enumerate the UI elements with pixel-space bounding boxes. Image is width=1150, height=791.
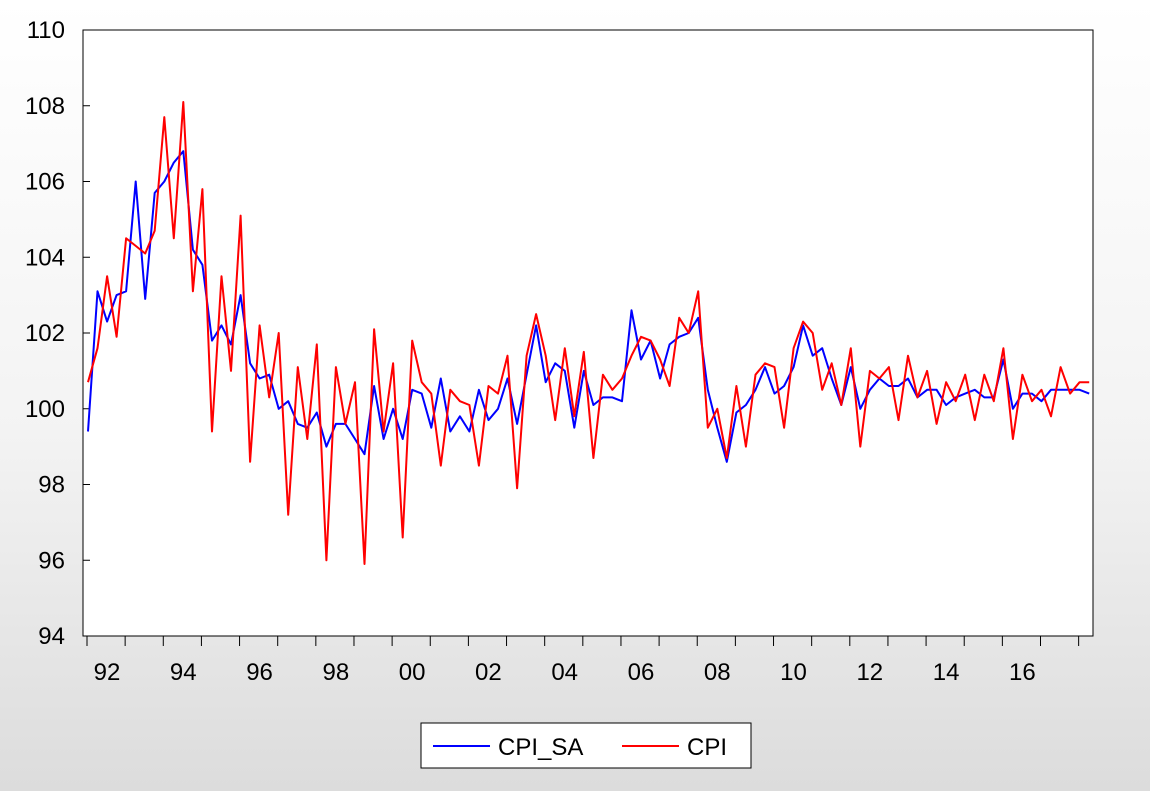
series-line-cpi	[87, 101, 1090, 565]
y-tick-label: 98	[38, 472, 65, 499]
x-axis: 92 94 96 98 00 02 04 06 08 10 12 14 16	[86, 636, 1080, 686]
x-tick-label: 10	[780, 659, 807, 686]
y-axis: 94 96 98 100 102 104 106 108 110	[25, 17, 90, 650]
y-tick-label: 100	[25, 396, 65, 423]
x-tick-label: 16	[1009, 659, 1036, 686]
y-tick-label: 110	[27, 17, 65, 44]
x-tick-label: 12	[856, 659, 883, 686]
x-tick-label: 98	[322, 659, 349, 686]
y-tick-label: 96	[38, 547, 65, 574]
legend: CPI_SA CPI	[420, 722, 752, 769]
y-tick-label: 108	[25, 93, 65, 120]
x-tick-label: 00	[399, 659, 426, 686]
legend-label-cpi: CPI	[687, 734, 727, 761]
x-tick-label: 02	[475, 659, 502, 686]
x-tick-label: 04	[551, 659, 578, 686]
x-tick-label: 08	[704, 659, 731, 686]
legend-label-cpi-sa: CPI_SA	[498, 734, 583, 761]
x-tick-label: 96	[246, 659, 273, 686]
y-tick-label: 106	[25, 169, 65, 196]
x-tick-label: 92	[94, 659, 121, 686]
x-tick-label: 06	[628, 659, 655, 686]
series-line-cpi-sa	[87, 150, 1090, 463]
x-tick-label: 94	[170, 659, 197, 686]
x-tick-label: 14	[933, 659, 960, 686]
series-lines	[87, 101, 1090, 565]
y-tick-label: 94	[38, 623, 65, 650]
plot-area	[82, 29, 1094, 637]
y-tick-label: 104	[25, 244, 65, 271]
y-tick-label: 102	[25, 320, 65, 347]
